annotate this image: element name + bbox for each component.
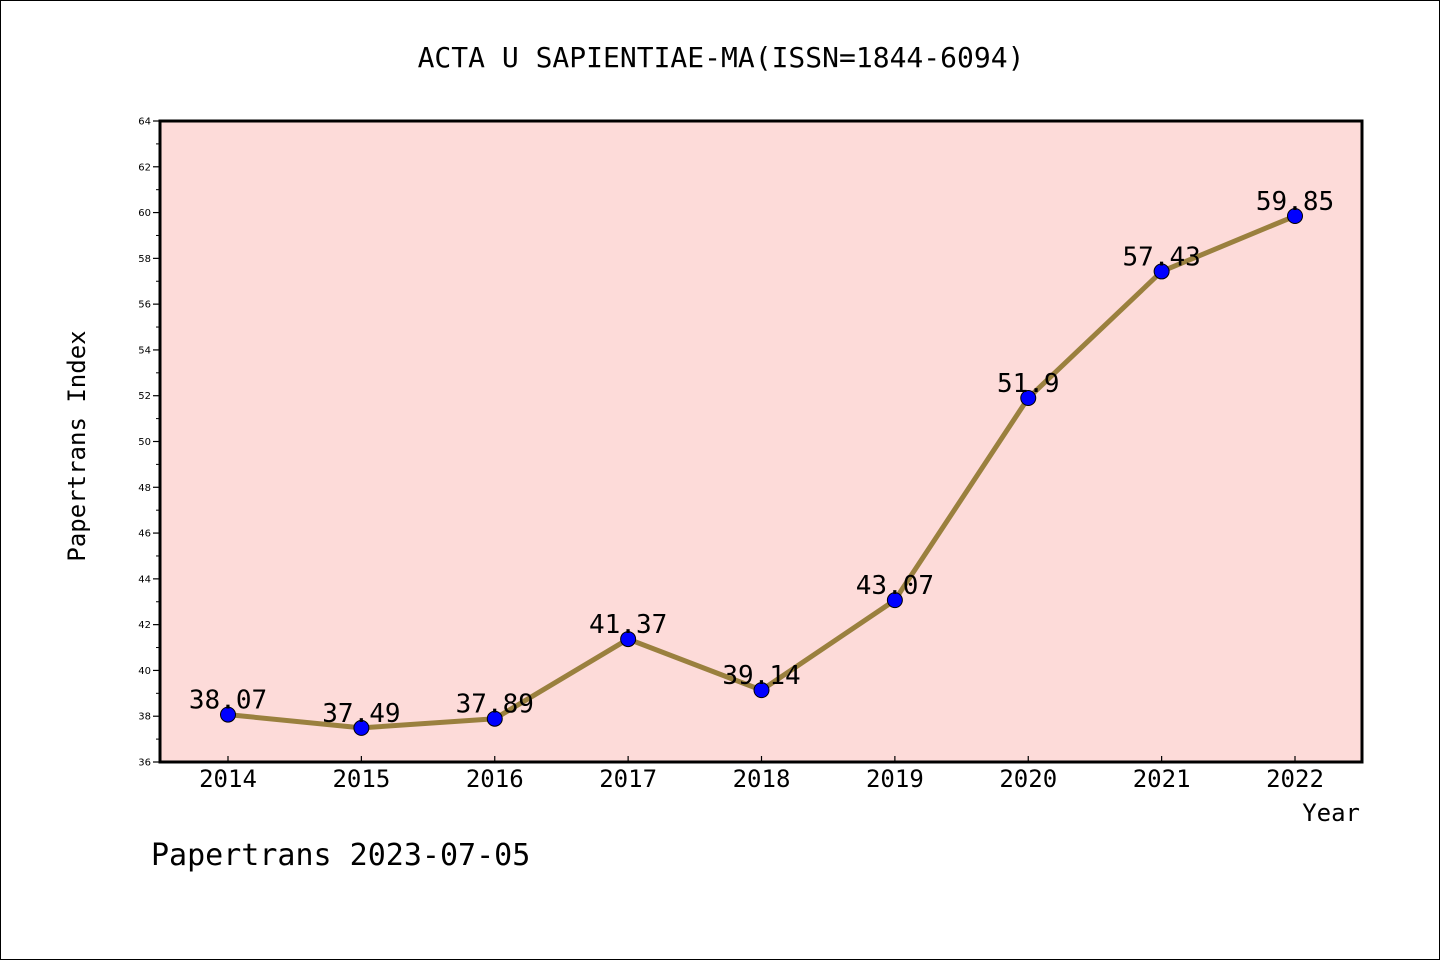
y-tick-label: 64 — [138, 117, 151, 128]
y-tick-label: 38 — [138, 712, 151, 723]
data-point — [1287, 208, 1303, 225]
data-label: 38.07 — [189, 686, 267, 716]
x-tick-label: 2019 — [866, 765, 924, 793]
y-tick-label: 40 — [138, 666, 151, 677]
y-tick-label: 46 — [138, 529, 151, 540]
y-tick-label: 42 — [138, 620, 151, 631]
data-point — [1020, 390, 1037, 407]
data-label: 59.85 — [1256, 187, 1334, 217]
data-label: 37.49 — [322, 699, 400, 729]
y-tick-label: 56 — [138, 300, 151, 311]
x-tick-label: 2014 — [199, 765, 257, 793]
y-axis-label: Papertrans Index — [63, 330, 91, 561]
y-tick-label: 62 — [138, 162, 151, 173]
data-label: 51.9 — [997, 369, 1060, 399]
y-tick-label: 50 — [138, 437, 151, 448]
x-axis: 2014 2015 2016 2017 2018 2019 2020 2021 2022 — [199, 756, 1324, 793]
data-point — [886, 592, 903, 609]
y-tick-label: 48 — [138, 483, 151, 494]
y-tick-label: 44 — [138, 574, 151, 585]
chart-title: ACTA U SAPIENTIAE-MA(ISSN=1844-6094) — [418, 41, 1025, 74]
x-tick-label: 2018 — [733, 765, 791, 793]
y-tick-label: 54 — [138, 345, 151, 356]
plot-area — [158, 119, 1364, 764]
footer-text: Papertrans 2023-07-05 — [151, 838, 530, 873]
data-point — [1153, 263, 1170, 280]
x-tick-label: 2022 — [1266, 765, 1324, 793]
data-point — [486, 710, 503, 727]
y-tick-label: 58 — [138, 254, 151, 265]
data-point — [620, 631, 637, 648]
x-tick-label: 2021 — [1133, 765, 1191, 793]
x-tick-label: 2017 — [599, 765, 657, 793]
data-point — [220, 706, 236, 723]
x-axis-label: Year — [1302, 799, 1360, 827]
y-tick-label: 36 — [138, 758, 151, 769]
data-point — [753, 682, 770, 699]
data-label: 57.43 — [1122, 242, 1200, 272]
data-label: 39.14 — [722, 661, 800, 691]
data-point — [353, 719, 370, 736]
y-tick-label: 60 — [138, 208, 151, 219]
series-group: 38.07 37.49 37.89 41.37 39.14 43.07 51.9 57.43 5… — [189, 187, 1334, 736]
data-label: 37.89 — [456, 690, 534, 720]
x-tick-label: 2015 — [332, 765, 390, 793]
x-tick-label: 2016 — [466, 765, 524, 793]
y-axis: 36 38 40 42 44 46 48 50 52 54 56 58 60 62 64 — [138, 117, 160, 769]
x-tick-label: 2020 — [999, 765, 1057, 793]
data-label: 43.07 — [856, 571, 934, 601]
data-label: 41.37 — [589, 610, 667, 640]
y-tick-label: 52 — [138, 391, 151, 402]
